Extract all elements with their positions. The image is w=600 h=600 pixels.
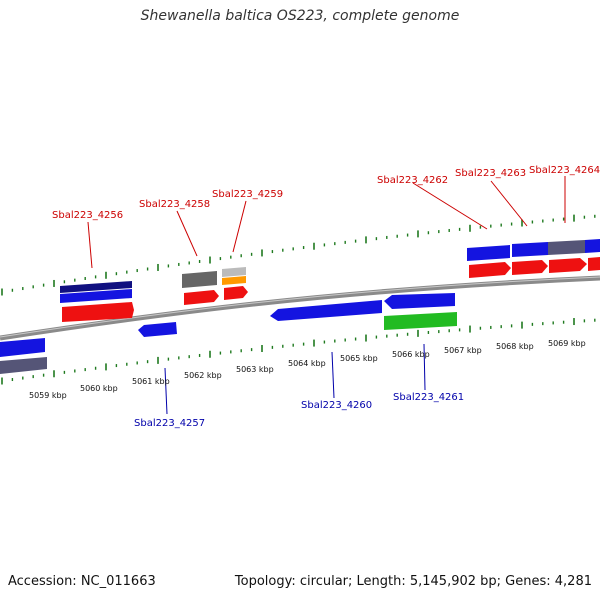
outer-tick-ring bbox=[1, 214, 596, 296]
gene-label-4261[interactable]: Sbal223_4261 bbox=[393, 392, 464, 403]
kbp-label: 5062 kbp bbox=[184, 371, 222, 380]
gene-feature-4256[interactable] bbox=[60, 281, 134, 322]
leader-lines-bottom bbox=[164, 343, 426, 415]
kbp-label: 5063 kbp bbox=[236, 365, 274, 374]
gene-feature-4257[interactable] bbox=[138, 322, 177, 337]
gene-labels-bottom: Sbal223_4257 Sbal223_4260 Sbal223_4261 bbox=[134, 392, 464, 429]
gene-label-4258[interactable]: Sbal223_4258 bbox=[139, 199, 210, 210]
accession-label: Accession: NC_011663 bbox=[8, 574, 156, 589]
gene-label-4260[interactable]: Sbal223_4260 bbox=[301, 400, 372, 411]
kbp-label: 5067 kbp bbox=[444, 346, 482, 355]
page-title: Shewanella baltica OS223, complete genom… bbox=[140, 8, 460, 24]
kbp-label: 5066 kbp bbox=[392, 350, 430, 359]
gene-feature-4264[interactable] bbox=[548, 239, 600, 273]
gene-label-4264[interactable]: Sbal223_4264 bbox=[529, 165, 600, 176]
gene-labels-top: Sbal223_4256 Sbal223_4258 Sbal223_4259 S… bbox=[52, 165, 600, 221]
gene-feature-4260[interactable] bbox=[270, 300, 382, 321]
gene-feature-left-edge[interactable] bbox=[0, 338, 47, 374]
gene-label-4262[interactable]: Sbal223_4262 bbox=[377, 175, 448, 186]
gene-feature-4261[interactable] bbox=[384, 293, 457, 330]
gene-feature-4263[interactable] bbox=[512, 242, 548, 275]
kbp-label: 5068 kbp bbox=[496, 342, 534, 351]
gene-feature-4259[interactable] bbox=[222, 267, 248, 300]
gene-label-4263[interactable]: Sbal223_4263 bbox=[455, 168, 526, 179]
genome-backbone-highlight bbox=[0, 276, 600, 338]
genome-summary-label: Topology: circular; Length: 5,145,902 bp… bbox=[234, 574, 592, 589]
kbp-label: 5065 kbp bbox=[340, 354, 378, 363]
gene-label-4256[interactable]: Sbal223_4256 bbox=[52, 210, 123, 221]
gene-label-4259[interactable]: Sbal223_4259 bbox=[212, 189, 283, 200]
kbp-scale-labels: 5059 kbp 5060 kbp 5061 kbp 5062 kbp 5063… bbox=[29, 339, 586, 400]
genome-backbone bbox=[0, 275, 600, 341]
leader-lines-top bbox=[87, 176, 566, 269]
inner-tick-ring bbox=[1, 318, 596, 385]
gene-label-4257[interactable]: Sbal223_4257 bbox=[134, 418, 205, 429]
kbp-label: 5060 kbp bbox=[80, 384, 118, 393]
gene-feature-4262[interactable] bbox=[467, 245, 511, 278]
gene-feature-4258[interactable] bbox=[182, 271, 219, 305]
kbp-label: 5069 kbp bbox=[548, 339, 586, 348]
kbp-label: 5064 kbp bbox=[288, 359, 326, 368]
kbp-label: 5059 kbp bbox=[29, 391, 67, 400]
kbp-label: 5061 kbp bbox=[132, 377, 170, 386]
